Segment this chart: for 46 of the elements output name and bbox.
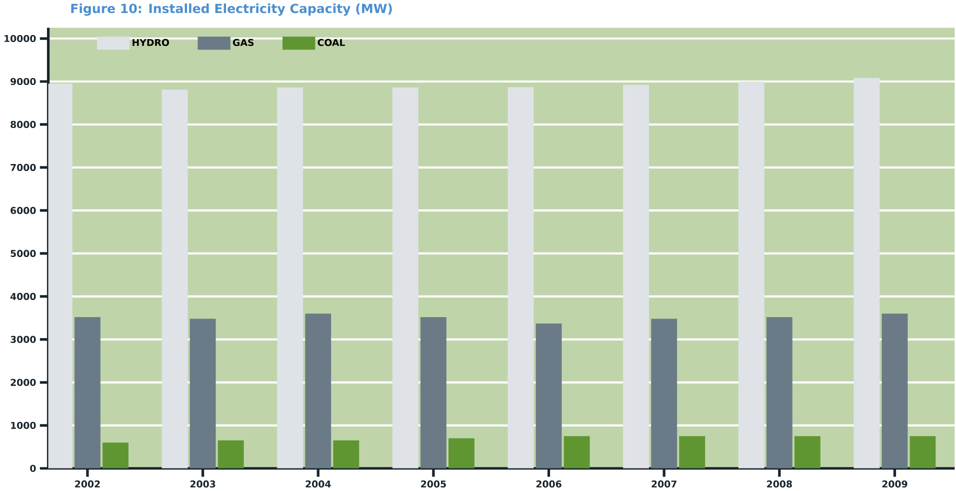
y-tick-label: 10000 xyxy=(4,34,36,42)
y-tick-label: 7000 xyxy=(10,164,36,172)
bar xyxy=(74,317,100,468)
bar xyxy=(536,324,562,468)
y-tick-label: 3000 xyxy=(10,336,36,343)
bar xyxy=(162,90,188,468)
x-tick-label: 2009 xyxy=(882,480,908,488)
x-tick-label: 2002 xyxy=(75,480,100,488)
chart-title: Figure 10: Installed Electricity Capacity (MW) xyxy=(71,3,392,16)
x-tick-label: 2005 xyxy=(421,480,446,488)
y-tick-label: 5000 xyxy=(10,250,36,257)
x-tick-label: 2008 xyxy=(767,480,792,488)
bar xyxy=(218,440,244,468)
x-tick-label: 2003 xyxy=(190,480,216,488)
legend-label: HYDRO xyxy=(132,38,170,46)
y-tick-label: 6000 xyxy=(10,206,36,214)
bar xyxy=(623,84,650,468)
bar xyxy=(102,442,128,468)
bar xyxy=(305,314,332,468)
bar xyxy=(564,436,590,468)
bar xyxy=(651,318,678,468)
bar xyxy=(910,436,936,468)
y-tick-label: 4000 xyxy=(10,292,36,300)
bar xyxy=(277,88,304,468)
y-tick-label: 2000 xyxy=(10,378,36,386)
x-tick-label: 2004 xyxy=(306,480,331,488)
bar xyxy=(508,87,534,468)
bar xyxy=(679,436,706,468)
bar xyxy=(190,318,216,468)
y-tick-label: 1000 xyxy=(11,422,36,429)
y-tick-label: 8000 xyxy=(10,120,36,128)
y-tick-label: 9000 xyxy=(10,78,36,86)
bar xyxy=(392,88,418,468)
x-tick-label: 2007 xyxy=(652,480,676,488)
bar xyxy=(882,314,908,468)
legend-label: COAL xyxy=(318,38,345,46)
x-tick-label: 2006 xyxy=(536,480,562,488)
y-tick-label: 0 xyxy=(30,464,36,472)
bar xyxy=(420,317,446,468)
bar xyxy=(854,78,880,468)
legend-label: GAS xyxy=(232,38,254,46)
bar xyxy=(766,317,792,468)
bar xyxy=(333,440,360,468)
bar xyxy=(738,81,764,468)
bar xyxy=(448,438,474,468)
bar xyxy=(794,436,820,468)
